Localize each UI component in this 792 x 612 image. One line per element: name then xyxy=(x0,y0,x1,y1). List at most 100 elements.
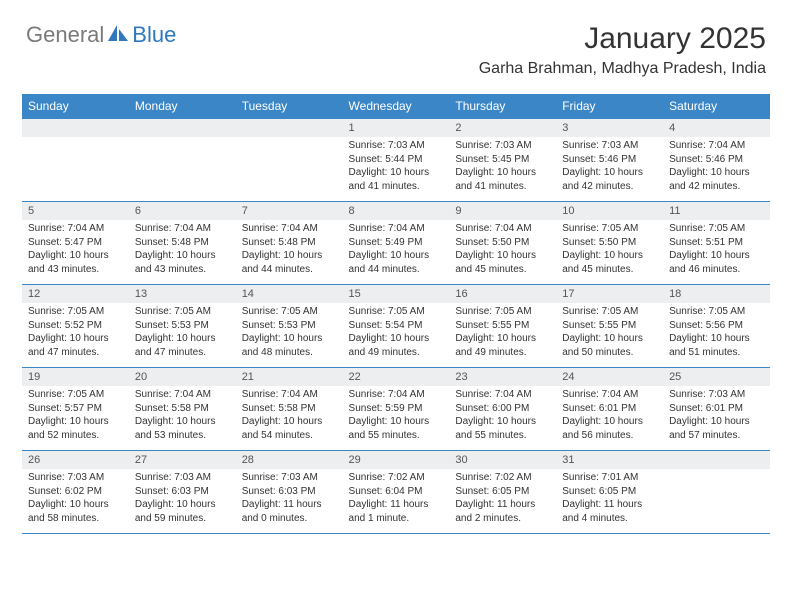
week-content-row: Sunrise: 7:05 AMSunset: 5:52 PMDaylight:… xyxy=(22,303,770,368)
sunrise-line: Sunrise: 7:04 AM xyxy=(242,222,337,236)
week-daynum-row: 1234 xyxy=(22,119,770,138)
daylight-line: Daylight: 10 hours and 51 minutes. xyxy=(669,332,764,359)
sunset-line: Sunset: 5:44 PM xyxy=(349,153,444,167)
sunset-line: Sunset: 5:48 PM xyxy=(135,236,230,250)
week-content-row: Sunrise: 7:03 AMSunset: 6:02 PM Daylight:… xyxy=(22,469,770,534)
day-content-cell: Sunrise: 7:04 AMSunset: 6:01 PMDaylight:… xyxy=(556,386,663,451)
sunrise-line: Sunrise: 7:05 AM xyxy=(349,305,444,319)
sunrise-line: Sunrise: 7:02 AM xyxy=(455,471,550,485)
day-content-cell: Sunrise: 7:04 AMSunset: 6:00 PMDaylight:… xyxy=(449,386,556,451)
daylight-line: Daylight: 10 hours and 46 minutes. xyxy=(669,249,764,276)
sunrise-line: Sunrise: 7:05 AM xyxy=(135,305,230,319)
sunset-line: Sunset: 5:55 PM xyxy=(455,319,550,333)
day-number-cell: 8 xyxy=(343,202,450,221)
sunset-line: Sunset: 6:05 PM xyxy=(455,485,550,499)
sunset-line: Sunset: 6:02 PM xyxy=(28,485,123,499)
day-content-cell: Sunrise: 7:03 AMSunset: 6:03 PMDaylight:… xyxy=(236,469,343,534)
day-content-cell xyxy=(663,469,770,534)
day-content-cell: Sunrise: 7:04 AMSunset: 5:48 PMDaylight:… xyxy=(129,220,236,285)
daylight-line: Daylight: 10 hours and 47 minutes. xyxy=(135,332,230,359)
daylight-line: Daylight: 10 hours and 54 minutes. xyxy=(242,415,337,442)
sunset-line: Sunset: 5:57 PM xyxy=(28,402,123,416)
day-number-cell: 23 xyxy=(449,368,556,387)
day-number-cell: 10 xyxy=(556,202,663,221)
day-content-cell: Sunrise: 7:05 AMSunset: 5:55 PMDaylight:… xyxy=(449,303,556,368)
daylight-line: Daylight: 10 hours and 45 minutes. xyxy=(455,249,550,276)
sunrise-line: Sunrise: 7:04 AM xyxy=(349,388,444,402)
day-content-cell: Sunrise: 7:05 AMSunset: 5:55 PMDaylight:… xyxy=(556,303,663,368)
daylight-line: Daylight: 10 hours and 43 minutes. xyxy=(135,249,230,276)
sunrise-line: Sunrise: 7:03 AM xyxy=(562,139,657,153)
day-number-cell: 4 xyxy=(663,119,770,138)
day-content-cell: Sunrise: 7:05 AMSunset: 5:54 PMDaylight:… xyxy=(343,303,450,368)
sunrise-line: Sunrise: 7:05 AM xyxy=(242,305,337,319)
sunset-line: Sunset: 5:45 PM xyxy=(455,153,550,167)
day-content-cell: Sunrise: 7:05 AMSunset: 5:52 PMDaylight:… xyxy=(22,303,129,368)
day-number-cell: 25 xyxy=(663,368,770,387)
sunset-line: Sunset: 6:05 PM xyxy=(562,485,657,499)
daylight-line: Daylight: 10 hours and 43 minutes. xyxy=(28,249,123,276)
sunrise-line: Sunrise: 7:03 AM xyxy=(349,139,444,153)
daylight-line: Daylight: 10 hours and 49 minutes. xyxy=(455,332,550,359)
day-content-cell: Sunrise: 7:04 AMSunset: 5:46 PMDaylight:… xyxy=(663,137,770,202)
sunset-line: Sunset: 5:52 PM xyxy=(28,319,123,333)
daylight-line: Daylight: 10 hours and 56 minutes. xyxy=(562,415,657,442)
sunset-line: Sunset: 5:56 PM xyxy=(669,319,764,333)
sunset-line: Sunset: 5:55 PM xyxy=(562,319,657,333)
sunrise-line: Sunrise: 7:04 AM xyxy=(669,139,764,153)
daylight-line: Daylight: 10 hours and 41 minutes. xyxy=(455,166,550,193)
sunrise-line: Sunrise: 7:03 AM xyxy=(28,471,123,485)
sunrise-line: Sunrise: 7:05 AM xyxy=(455,305,550,319)
daylight-line: Daylight: 10 hours and 42 minutes. xyxy=(669,166,764,193)
page-header: General Blue January 2025 Garha Brahman,… xyxy=(0,0,792,86)
sunset-line: Sunset: 5:49 PM xyxy=(349,236,444,250)
day-content-cell: Sunrise: 7:04 AMSunset: 5:59 PMDaylight:… xyxy=(343,386,450,451)
title-block: January 2025 Garha Brahman, Madhya Prade… xyxy=(479,22,766,78)
sunset-line: Sunset: 5:47 PM xyxy=(28,236,123,250)
calendar-head: SundayMondayTuesdayWednesdayThursdayFrid… xyxy=(22,94,770,119)
day-number-cell: 18 xyxy=(663,285,770,304)
day-number-cell xyxy=(22,119,129,138)
sunrise-line: Sunrise: 7:05 AM xyxy=(669,222,764,236)
daylight-line: Daylight: 10 hours and 53 minutes. xyxy=(135,415,230,442)
sunrise-line: Sunrise: 7:04 AM xyxy=(242,388,337,402)
week-daynum-row: 262728293031 xyxy=(22,451,770,470)
day-number-cell: 29 xyxy=(343,451,450,470)
week-daynum-row: 19202122232425 xyxy=(22,368,770,387)
day-number-cell: 14 xyxy=(236,285,343,304)
daylight-line: Daylight: 10 hours and 57 minutes. xyxy=(669,415,764,442)
daylight-line: Daylight: 11 hours and 0 minutes. xyxy=(242,498,337,525)
daylight-line: Daylight: 10 hours and 59 minutes. xyxy=(135,498,230,525)
daylight-line: Daylight: 10 hours and 49 minutes. xyxy=(349,332,444,359)
sunset-line: Sunset: 5:53 PM xyxy=(242,319,337,333)
sunset-line: Sunset: 5:51 PM xyxy=(669,236,764,250)
day-header: Sunday xyxy=(22,94,129,119)
sunset-line: Sunset: 5:58 PM xyxy=(135,402,230,416)
daylight-line: Daylight: 10 hours and 55 minutes. xyxy=(349,415,444,442)
day-content-cell: Sunrise: 7:03 AMSunset: 6:03 PMDaylight:… xyxy=(129,469,236,534)
sunrise-line: Sunrise: 7:04 AM xyxy=(135,222,230,236)
week-daynum-row: 12131415161718 xyxy=(22,285,770,304)
sunset-line: Sunset: 6:00 PM xyxy=(455,402,550,416)
day-content-cell: Sunrise: 7:05 AMSunset: 5:56 PMDaylight:… xyxy=(663,303,770,368)
day-content-cell: Sunrise: 7:01 AMSunset: 6:05 PMDaylight:… xyxy=(556,469,663,534)
daylight-line: Daylight: 10 hours and 47 minutes. xyxy=(28,332,123,359)
day-content-cell xyxy=(129,137,236,202)
location-subtitle: Garha Brahman, Madhya Pradesh, India xyxy=(479,60,766,78)
logo-text-blue: Blue xyxy=(132,22,176,48)
day-number-cell: 16 xyxy=(449,285,556,304)
day-content-cell: Sunrise: 7:03 AMSunset: 5:46 PMDaylight:… xyxy=(556,137,663,202)
daylight-line: Daylight: 10 hours and 42 minutes. xyxy=(562,166,657,193)
day-number-cell: 15 xyxy=(343,285,450,304)
day-content-cell: Sunrise: 7:05 AMSunset: 5:50 PMDaylight:… xyxy=(556,220,663,285)
day-number-cell: 13 xyxy=(129,285,236,304)
week-content-row: Sunrise: 7:04 AMSunset: 5:47 PMDaylight:… xyxy=(22,220,770,285)
day-header: Friday xyxy=(556,94,663,119)
sunset-line: Sunset: 5:54 PM xyxy=(349,319,444,333)
sunrise-line: Sunrise: 7:05 AM xyxy=(28,305,123,319)
day-number-cell: 27 xyxy=(129,451,236,470)
daylight-line: Daylight: 10 hours and 52 minutes. xyxy=(28,415,123,442)
day-header: Saturday xyxy=(663,94,770,119)
day-header: Wednesday xyxy=(343,94,450,119)
day-number-cell: 21 xyxy=(236,368,343,387)
